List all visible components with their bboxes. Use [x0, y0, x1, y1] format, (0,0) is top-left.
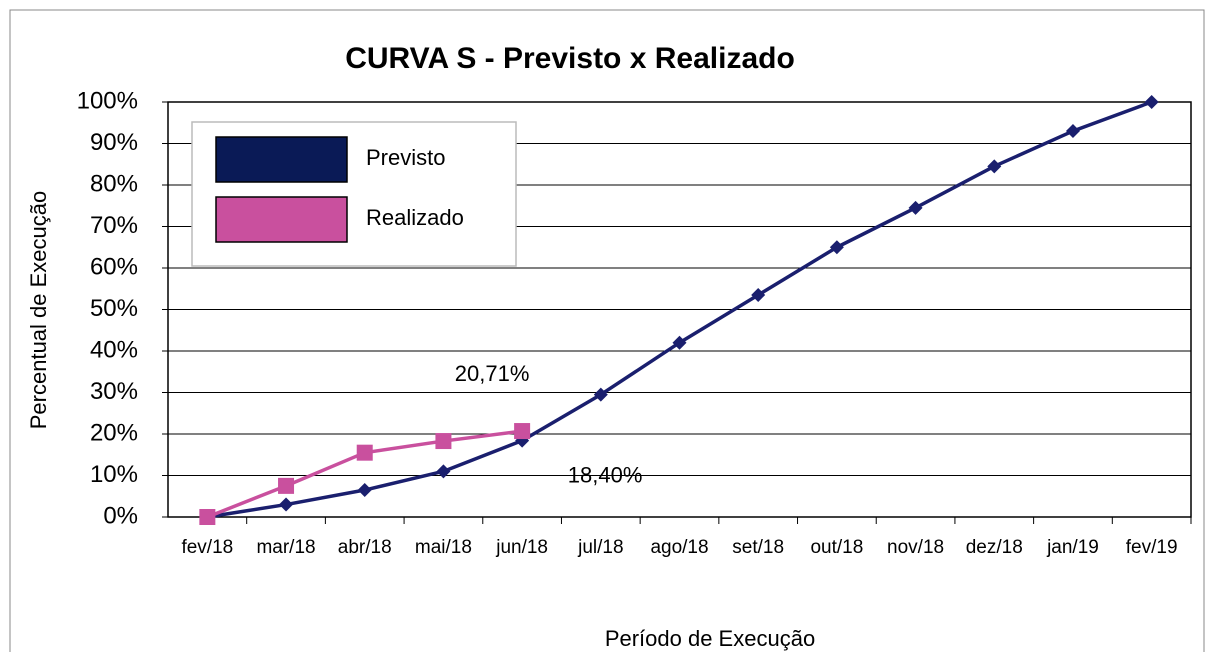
- y-tick-label: 70%: [90, 212, 138, 239]
- diamond-marker: [1065, 124, 1080, 139]
- legend-label: Previsto: [366, 145, 445, 170]
- diamond-marker: [908, 200, 923, 215]
- x-tick-label: ago/18: [650, 537, 708, 558]
- diamond-marker: [593, 387, 608, 402]
- y-tick-label: 50%: [90, 295, 138, 322]
- x-tick-label: nov/18: [887, 537, 944, 558]
- plot-border: [167, 101, 1192, 518]
- y-tick-label: 20%: [90, 419, 138, 446]
- square-marker: [514, 423, 531, 440]
- square-marker: [356, 444, 373, 461]
- x-tick-label: fev/18: [181, 537, 233, 558]
- y-tick-label: 40%: [90, 336, 138, 363]
- x-tick-label: abr/18: [338, 537, 392, 558]
- square-marker: [199, 509, 216, 525]
- y-tick-label: 0%: [103, 502, 138, 529]
- diamond-marker: [987, 159, 1002, 174]
- chart-title: CURVA S - Previsto x Realizado: [345, 42, 795, 75]
- y-tick-label: 100%: [77, 87, 138, 114]
- x-tick-label: set/18: [732, 537, 784, 558]
- y-tick-label: 30%: [90, 378, 138, 405]
- x-tick-label: jun/18: [495, 537, 548, 558]
- x-tick-label: jul/18: [577, 537, 623, 558]
- legend-swatch: [215, 196, 348, 243]
- y-tick-label: 90%: [90, 129, 138, 156]
- chart-border: [9, 9, 1205, 652]
- diamond-marker: [1144, 95, 1159, 109]
- square-marker: [435, 433, 452, 450]
- square-marker: [278, 477, 295, 494]
- legend-swatch: [215, 136, 348, 183]
- x-tick-label: mai/18: [415, 537, 472, 558]
- y-tick-label: 60%: [90, 253, 138, 280]
- x-tick-label: fev/19: [1126, 537, 1178, 558]
- legend-label: Realizado: [366, 205, 464, 230]
- diamond-marker: [672, 335, 687, 350]
- x-tick-label: out/18: [810, 537, 863, 558]
- x-axis-label: Período de Execução: [605, 626, 815, 651]
- diamond-marker: [436, 464, 451, 479]
- x-tick-label: jan/19: [1046, 537, 1099, 558]
- data-label: 18,40%: [568, 462, 643, 487]
- diamond-marker: [357, 483, 372, 498]
- x-tick-label: dez/18: [966, 537, 1023, 558]
- x-tick-label: mar/18: [256, 537, 315, 558]
- y-axis-label: Percentual de Execução: [26, 191, 51, 430]
- diamond-marker: [829, 240, 844, 255]
- y-tick-label: 10%: [90, 461, 138, 488]
- y-tick-label: 80%: [90, 170, 138, 197]
- diamond-marker: [751, 287, 766, 302]
- data-label: 20,71%: [455, 361, 530, 386]
- diamond-marker: [279, 497, 294, 512]
